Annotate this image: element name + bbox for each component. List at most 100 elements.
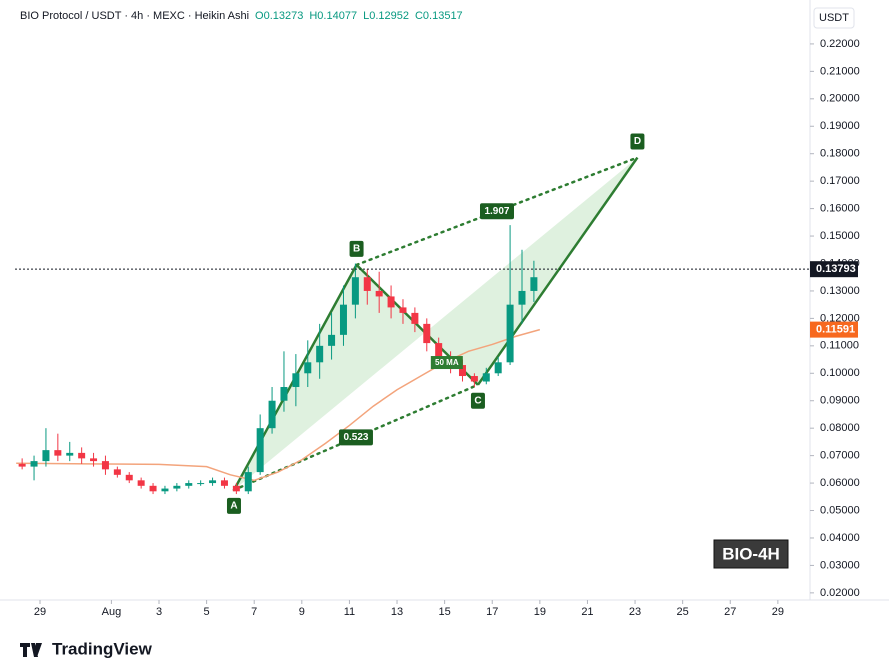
- currency-box: [813, 7, 855, 29]
- ma-line: [16, 328, 541, 482]
- chart-title: BIO Protocol / USDT · 4h · MEXC · Heikin…: [20, 10, 249, 22]
- candle-body: [411, 312, 419, 324]
- y-tick-label: 0.10000: [820, 367, 860, 379]
- candle-body: [494, 362, 502, 374]
- y-tick-label: 0.17000: [820, 175, 860, 187]
- pattern-point-label: B: [353, 244, 360, 255]
- ratio-box: [479, 203, 514, 220]
- candle-body: [518, 290, 526, 305]
- y-tick-label: 0.13000: [820, 285, 860, 297]
- candle-body: [458, 365, 466, 377]
- y-tick-label: 0.20000: [820, 93, 860, 105]
- pattern-fill: [233, 157, 638, 490]
- x-tick-label: 5: [204, 606, 210, 618]
- candle-body: [90, 458, 98, 462]
- candle-body: [149, 485, 157, 492]
- candle-body: [173, 485, 181, 489]
- pattern-leg: [476, 156, 639, 386]
- candle-body: [435, 343, 443, 360]
- candle-body: [30, 461, 38, 467]
- candle-body: [351, 277, 359, 305]
- y-tick-label: 0.15000: [820, 230, 860, 242]
- y-tick-label: 0.07000: [820, 450, 860, 462]
- y-tick-label: 0.18000: [820, 148, 860, 160]
- y-tick-label: 0.16000: [820, 203, 860, 215]
- candle-body: [304, 362, 312, 374]
- currency-label: USDT: [819, 12, 849, 24]
- y-tick-label: 0.04000: [820, 532, 860, 544]
- pattern-point-box: [349, 240, 364, 257]
- y-tick-label: 0.03000: [820, 559, 860, 571]
- ma-name: 50 MA: [435, 358, 459, 367]
- candle-body: [268, 400, 276, 429]
- ohlc-open: O0.13273: [255, 10, 303, 22]
- candle-body: [387, 296, 395, 308]
- candle-body: [137, 480, 145, 486]
- badge: BIO-4H: [722, 544, 780, 563]
- pattern-point-label: C: [474, 395, 481, 406]
- candle-body: [197, 483, 205, 485]
- x-tick-label: 17: [486, 606, 498, 618]
- candle-body: [209, 480, 217, 484]
- x-tick-label: 19: [534, 606, 546, 618]
- ratio-label: 1.907: [484, 206, 509, 217]
- ohlc-close: C0.13517: [415, 10, 463, 22]
- y-tick-label: 0.08000: [820, 422, 860, 434]
- candle-body: [42, 450, 50, 462]
- candle-body: [220, 480, 228, 486]
- x-tick-label: 15: [439, 606, 451, 618]
- x-tick-label: 27: [724, 606, 736, 618]
- pattern-point-label: A: [230, 501, 237, 512]
- x-tick-label: 3: [156, 606, 162, 618]
- x-tick-label: 9: [299, 606, 305, 618]
- candle-body: [316, 345, 324, 363]
- candle-body: [339, 304, 347, 335]
- candle-body: [292, 373, 300, 388]
- x-tick-label: 29: [772, 606, 784, 618]
- x-tick-label: 11: [344, 606, 355, 618]
- candle-body: [506, 304, 514, 363]
- x-tick-label: 13: [391, 606, 403, 618]
- ohlc-high: H0.14077: [309, 10, 357, 22]
- y-tick-label: 0.12000: [820, 312, 860, 324]
- candle-body: [18, 463, 26, 467]
- x-tick-label: Aug: [102, 606, 122, 618]
- x-tick-label: 23: [629, 606, 641, 618]
- candle-body: [125, 474, 133, 481]
- candle-body: [232, 485, 240, 492]
- pattern-point-box: [226, 497, 241, 514]
- ma-name-box: [430, 356, 463, 370]
- last-price-label: 0.13793: [816, 263, 856, 275]
- y-tick-label: 0.06000: [820, 477, 860, 489]
- candle-body: [470, 376, 478, 382]
- ohlc-low: L0.12952: [363, 10, 409, 22]
- y-tick-label: 0.02000: [820, 587, 860, 599]
- pattern-ratio-line: [355, 156, 639, 267]
- candle-body: [530, 277, 538, 291]
- y-tick-label: 0.09000: [820, 395, 860, 407]
- x-tick-label: 7: [251, 606, 257, 618]
- ma-value-box: [810, 321, 858, 338]
- x-tick-label: 25: [677, 606, 689, 618]
- candle-body: [66, 452, 74, 456]
- y-tick-label: 0.22000: [820, 38, 860, 50]
- pattern-point-label: D: [634, 136, 641, 147]
- candle-body: [54, 450, 62, 456]
- candle-body: [328, 334, 336, 346]
- x-tick-label: 29: [34, 606, 46, 618]
- x-tick-label: 21: [581, 606, 593, 618]
- ratio-label: 0.523: [343, 432, 368, 443]
- ratio-box: [338, 429, 373, 446]
- candle-body: [78, 452, 86, 459]
- brand-logo: [20, 643, 42, 657]
- candle-body: [482, 373, 490, 382]
- y-tick-label: 0.19000: [820, 120, 860, 132]
- brand-name: TradingView: [52, 639, 153, 658]
- candle-body: [244, 472, 252, 492]
- y-tick-label: 0.11000: [820, 340, 859, 352]
- candle-body: [363, 277, 371, 291]
- candle-body: [185, 483, 193, 486]
- candle-body: [280, 387, 288, 401]
- candle-body: [101, 461, 109, 470]
